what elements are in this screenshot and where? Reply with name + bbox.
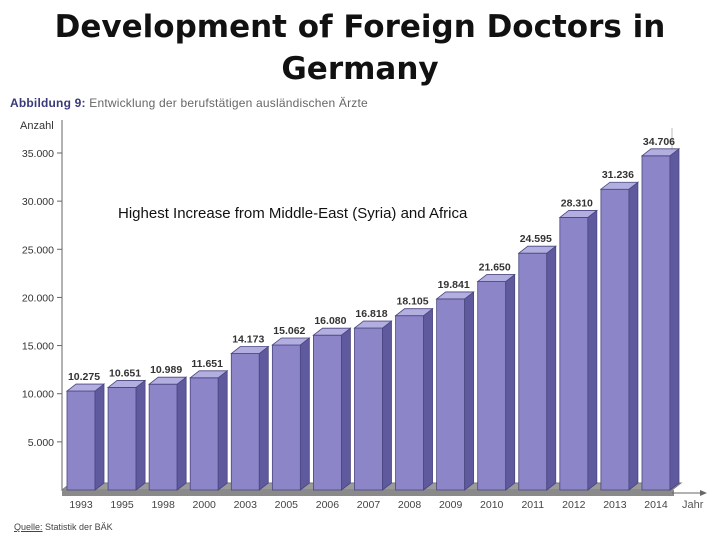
x-tick-label: 2012 <box>562 499 586 511</box>
data-label: 18.105 <box>396 296 428 308</box>
bars: 10.275 1993 10.651 1995 10.989 1998 11.651 2000… <box>65 136 681 511</box>
x-tick-label: 1993 <box>69 499 93 511</box>
data-label: 31.236 <box>602 169 634 181</box>
bar-side <box>258 345 269 491</box>
bar <box>354 327 383 491</box>
bar-side <box>464 291 475 491</box>
x-tick-label: 2006 <box>316 499 340 511</box>
bar <box>189 377 219 491</box>
bar <box>107 387 137 491</box>
y-tick-label: 20.000 <box>22 292 54 304</box>
y-tick-label: 30.000 <box>22 196 54 208</box>
bar-side <box>94 383 105 491</box>
x-tick-label: 2011 <box>521 499 544 511</box>
slide-title: Development of Foreign Doctors in German… <box>54 9 666 87</box>
data-label: 21.650 <box>479 262 511 274</box>
y-tick-label: 25.000 <box>22 244 54 256</box>
data-label: 19.841 <box>438 279 470 291</box>
y-axis-label: Anzahl <box>20 120 54 132</box>
source-label: Quelle: <box>14 522 43 532</box>
x-tick-label: 2008 <box>398 499 422 511</box>
bar <box>600 188 630 491</box>
bar-side <box>546 245 557 491</box>
y-tick-label: 5.000 <box>28 437 54 449</box>
bar-top <box>189 370 229 379</box>
bar-chart: 5.000 10.000 15.000 20.000 25.000 30.000 35.00… <box>20 120 707 511</box>
bar <box>66 390 96 491</box>
bar-side <box>423 307 433 491</box>
x-tick-label: 2003 <box>234 499 258 511</box>
bar-top <box>394 308 434 317</box>
x-tick-label: 2014 <box>644 499 668 511</box>
bar-side <box>669 148 680 491</box>
x-tick-label: 2009 <box>439 499 463 511</box>
x-tick-label: 2007 <box>357 499 381 511</box>
x-tick-label: 2000 <box>193 499 217 511</box>
data-label: 28.310 <box>561 197 593 209</box>
figure-caption-text: Entwicklung der berufstätigen ausländisc… <box>89 96 368 110</box>
figure-caption-prefix: Abbildung 9: <box>10 96 86 110</box>
data-label: 14.173 <box>232 334 264 346</box>
x-axis-arrowhead <box>700 490 707 496</box>
bar-top <box>476 274 516 282</box>
bar-top <box>558 210 599 218</box>
bar-side <box>341 327 351 491</box>
x-tick-label: 1998 <box>151 499 175 511</box>
bar-top <box>65 383 106 392</box>
bar-side <box>299 337 310 491</box>
bar <box>641 155 671 491</box>
bar-top <box>271 337 311 346</box>
y-tick-label: 10.000 <box>22 389 54 401</box>
bar-side <box>505 273 516 491</box>
bar-side <box>217 369 228 491</box>
bar <box>559 217 589 491</box>
source-text: Statistik der BÄK <box>45 522 113 532</box>
data-label: 10.275 <box>68 371 100 383</box>
bar-top <box>312 327 352 336</box>
bar-top <box>106 380 147 388</box>
data-label: 10.989 <box>150 364 182 376</box>
bar <box>148 383 178 491</box>
bar <box>477 281 507 491</box>
y-tick-label: 35.000 <box>22 148 54 160</box>
bar-top <box>230 346 270 354</box>
bar-top <box>435 291 475 300</box>
bar-side <box>587 209 598 491</box>
chart-annotation: Highest Increase from Middle-East (Syria… <box>118 205 468 222</box>
x-tick-label: 1995 <box>110 499 134 511</box>
bar-top <box>353 320 393 329</box>
data-label: 10.651 <box>109 367 141 379</box>
bar-top <box>517 245 557 254</box>
data-label: 16.818 <box>355 308 387 320</box>
bar-side <box>176 376 187 491</box>
figure-caption: Abbildung 9: Entwicklung der berufstätig… <box>10 96 368 110</box>
bar-top <box>147 376 188 385</box>
data-label: 34.706 <box>643 136 675 148</box>
bar-top <box>640 148 681 157</box>
bar <box>436 298 466 491</box>
bar-side <box>382 320 392 491</box>
bar <box>230 353 260 491</box>
x-axis-label: Jahr <box>682 499 704 511</box>
bar <box>271 344 301 491</box>
data-label: 24.595 <box>520 233 552 245</box>
bar <box>518 252 548 491</box>
x-tick-label: 2010 <box>480 499 504 511</box>
data-label: 11.651 <box>191 358 223 370</box>
chart-floor-front <box>62 490 674 496</box>
data-label: 15.062 <box>273 325 305 337</box>
bar <box>313 334 342 491</box>
bar-top <box>599 181 640 190</box>
bar-side <box>628 181 639 491</box>
data-label: 16.080 <box>314 315 346 327</box>
x-tick-label: 2013 <box>603 499 627 511</box>
bar-side <box>135 379 146 491</box>
y-tick-label: 15.000 <box>22 341 54 353</box>
bar <box>395 315 424 491</box>
x-tick-label: 2005 <box>275 499 299 511</box>
source-note: Quelle: Statistik der BÄK <box>14 522 113 532</box>
